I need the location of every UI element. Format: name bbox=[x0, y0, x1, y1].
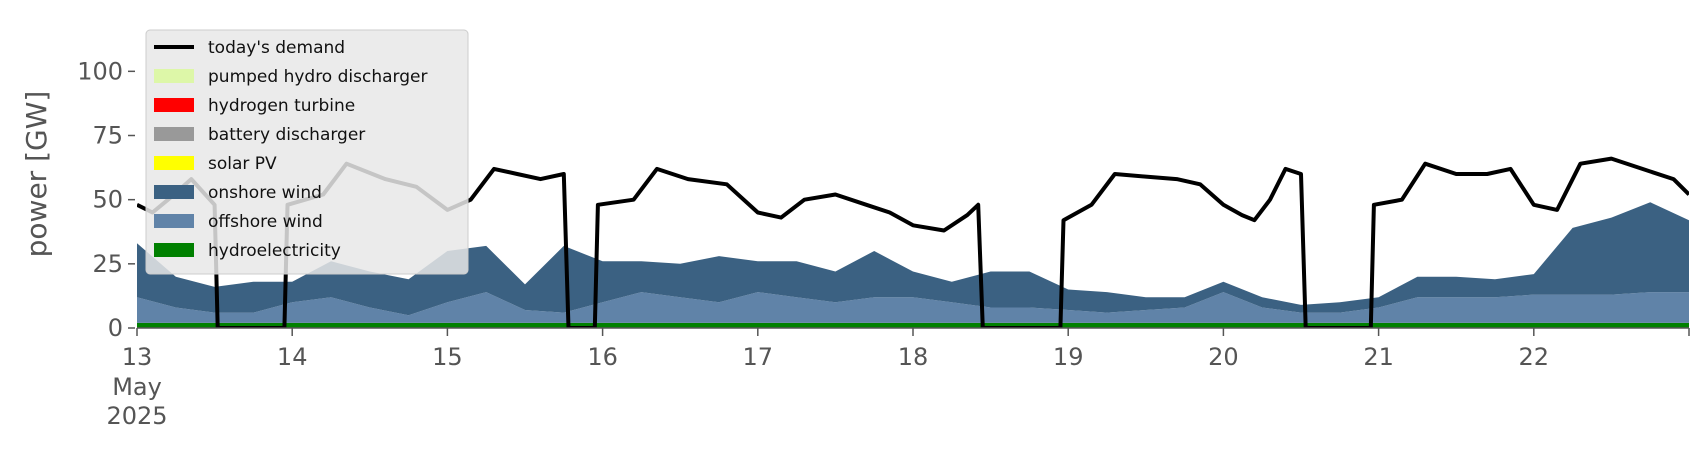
legend: today's demand pumped hydro discharger hyd… bbox=[145, 29, 469, 275]
legend-label-offshore-wind: offshore wind bbox=[208, 212, 323, 232]
legend-swatch-hydroelectricity bbox=[154, 243, 194, 257]
legend-swatch-hydrogen-turbine bbox=[154, 98, 194, 112]
x-tick-year: 2025 bbox=[106, 402, 167, 430]
legend-label-pumped-hydro-discharger: pumped hydro discharger bbox=[208, 67, 427, 87]
area-layers bbox=[137, 202, 1689, 328]
legend-label-hydroelectricity: hydroelectricity bbox=[208, 241, 341, 261]
y-tick-label: 25 bbox=[92, 250, 123, 278]
legend-swatch-solar-pv bbox=[154, 156, 194, 170]
y-axis-label: power [GW] bbox=[20, 91, 53, 258]
x-tick-label: 19 bbox=[1053, 343, 1084, 371]
legend-swatch-battery-discharger bbox=[154, 127, 194, 141]
area-hydroelectricity bbox=[137, 322, 1689, 328]
legend-label-today-s-demand: today's demand bbox=[208, 38, 345, 58]
x-tick-label: 16 bbox=[587, 343, 618, 371]
legend-swatch-pumped-hydro-discharger bbox=[154, 69, 194, 83]
y-tick-label: 100 bbox=[77, 57, 123, 85]
x-tick-label: 20 bbox=[1208, 343, 1239, 371]
y-tick-label: 50 bbox=[92, 186, 123, 214]
x-tick-month: May bbox=[112, 373, 162, 401]
legend-swatch-onshore-wind bbox=[154, 185, 194, 199]
x-tick-label: 13 bbox=[122, 343, 153, 371]
legend-label-solar-pv: solar PV bbox=[208, 154, 277, 174]
legend-label-hydrogen-turbine: hydrogen turbine bbox=[208, 96, 355, 116]
x-tick-label: 15 bbox=[432, 343, 463, 371]
legend-box bbox=[145, 29, 469, 275]
area-offshore-wind bbox=[137, 292, 1689, 323]
x-tick-label: 14 bbox=[277, 343, 308, 371]
x-tick-label: 21 bbox=[1363, 343, 1394, 371]
x-tick-label: 22 bbox=[1519, 343, 1550, 371]
x-tick-label: 17 bbox=[743, 343, 774, 371]
x-tick-label: 18 bbox=[898, 343, 929, 371]
y-tick-label: 0 bbox=[108, 314, 123, 342]
area-onshore-wind bbox=[137, 202, 1689, 316]
legend-swatch-offshore-wind bbox=[154, 214, 194, 228]
legend-label-battery-discharger: battery discharger bbox=[208, 125, 365, 145]
y-tick-label: 75 bbox=[92, 122, 123, 150]
legend-label-onshore-wind: onshore wind bbox=[208, 183, 322, 203]
